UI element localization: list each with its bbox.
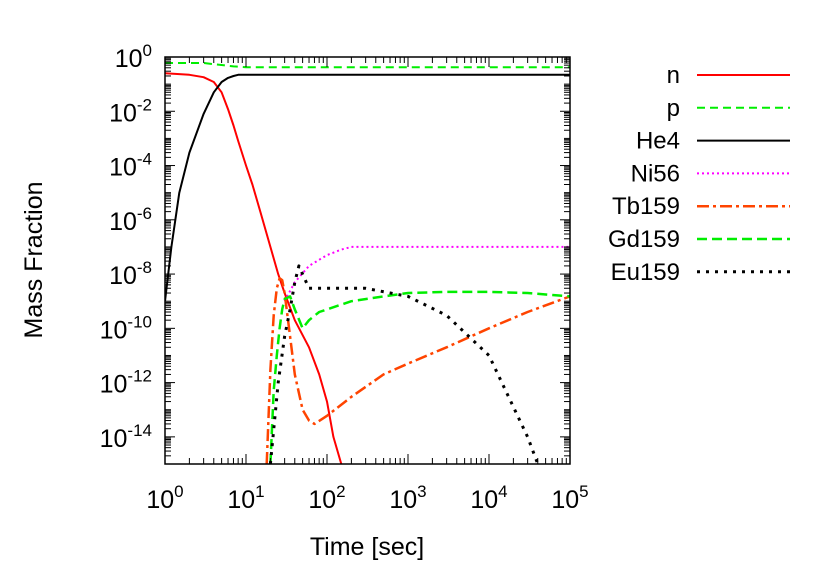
y-tick-label: 10-4 [109,150,152,182]
y-tick-label: 10-2 [109,95,152,127]
series-line-p [165,62,570,69]
x-axis-title: Time [sec] [310,533,424,561]
legend-label-eu159: Eu159 [611,259,680,286]
series-line-gd159 [269,290,570,464]
x-tick-label: 103 [389,482,426,514]
axis-ticks [164,57,571,465]
y-tick-label: 10-14 [100,421,152,453]
y-tick-label: 10-6 [109,204,152,236]
x-tick-label: 104 [470,482,507,514]
x-tick-label: 101 [227,482,264,514]
series-layer [165,62,570,464]
x-axis-tick-labels: 100 101 102 103 104 105 [146,482,588,514]
plot-frame [164,56,571,465]
x-tick-label: 100 [146,482,183,514]
y-tick-label: 10-12 [100,367,152,399]
legend-label-p: p [667,95,680,122]
series-line-tb159 [265,277,570,464]
legend-label-tb159: Tb159 [612,193,680,220]
y-tick-label: 100 [115,41,152,73]
legend-label-ni56: Ni56 [631,160,680,187]
y-tick-label: 10-8 [109,258,152,290]
series-line-n [165,72,343,464]
y-tick-label: 10-10 [100,312,152,344]
series-line-ni56 [283,245,570,302]
legend-label-gd159: Gd159 [608,226,680,253]
x-tick-label: 105 [551,482,588,514]
y-axis-title: Mass Fraction [20,182,48,339]
legend-label-n: n [667,62,680,89]
series-line-eu159 [268,264,540,464]
legend-label-he4: He4 [636,128,680,155]
legend: np He4 Ni56 Tb159 Gd159 Eu159 [608,62,790,286]
x-tick-label: 102 [308,482,345,514]
series-line-he4 [165,73,570,302]
y-axis-tick-labels: 100 10-2 10-4 10-6 10-8 10-10 10-12 10-14 [100,41,152,453]
